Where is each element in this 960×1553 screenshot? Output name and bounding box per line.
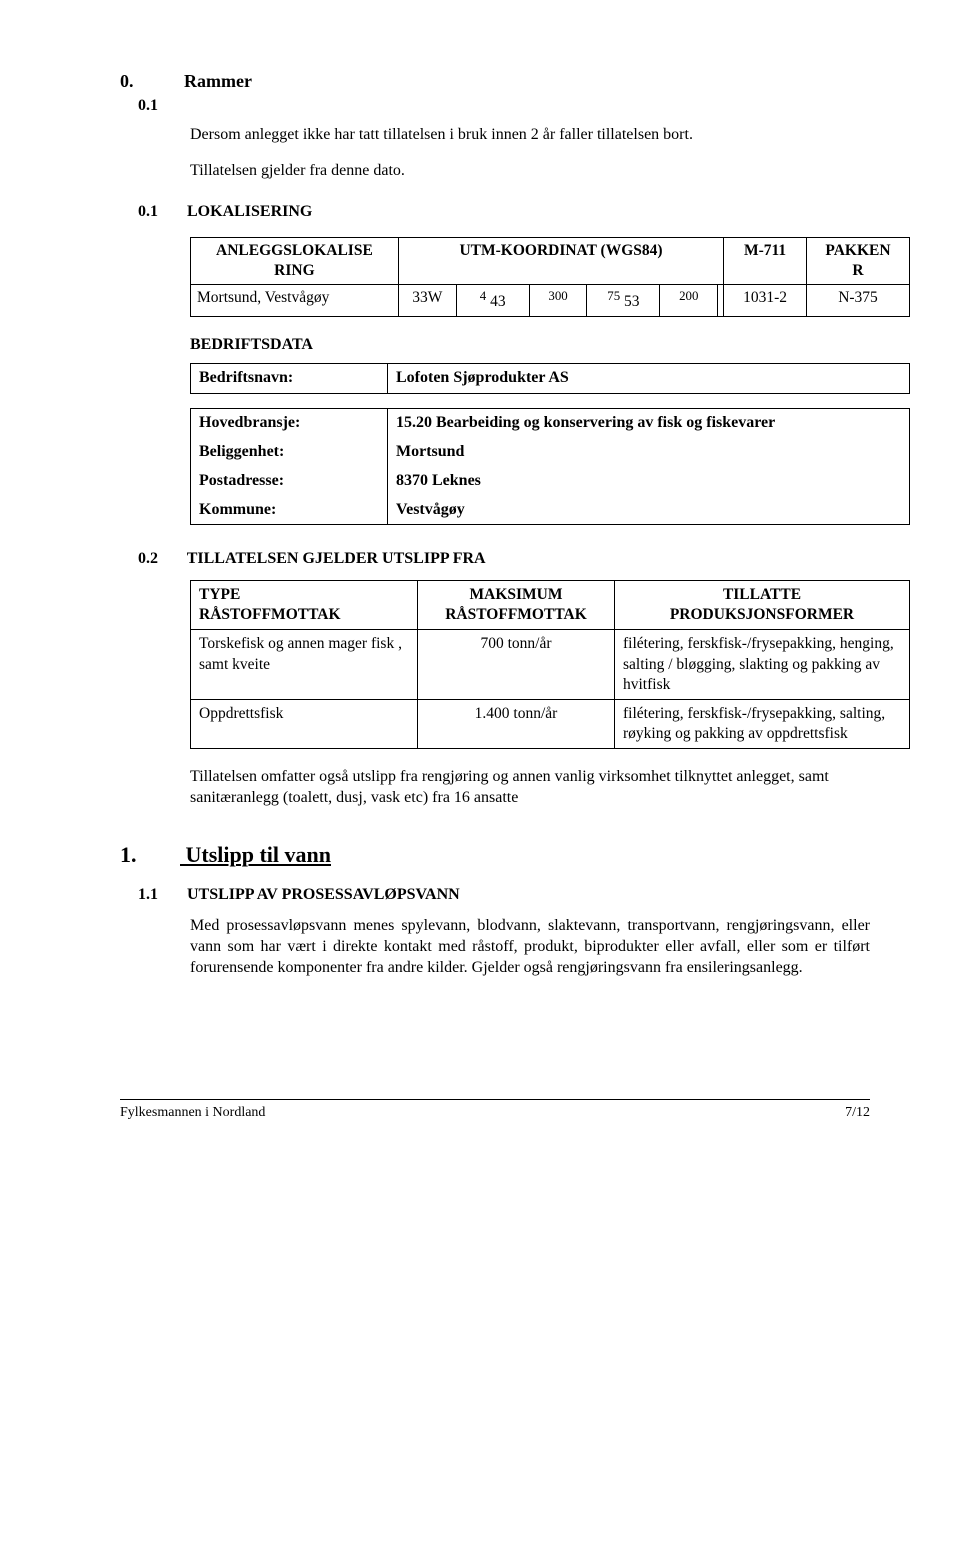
table-row: Oppdrettsfisk 1.400 tonn/år filétering, … [191,699,910,748]
section-1-number: 1. [120,841,180,870]
value-kommune: Vestvågøy [388,496,910,525]
sup-e1: 4 [480,288,486,303]
sub-0-2-title: TILLATELSEN GJELDER UTSLIPP FRA [187,550,486,567]
cell-location: Mortsund, Vestvågøy [191,285,399,316]
section-0-title: Rammer [184,71,252,91]
bedriftsdata-table: Bedriftsnavn: Lofoten Sjøprodukter AS [190,363,910,394]
para-0-1: Dersom anlegget ikke har tatt tillatelse… [190,125,870,146]
val-n: 53 [624,293,640,310]
cell-e: 4 43 [456,285,529,316]
subsection-0-1-lokalisering: 0.1 LOKALISERING [120,202,870,223]
label-bedriftsnavn: Bedriftsnavn: [191,364,388,394]
cell-m711: 1031-2 [724,285,807,316]
section-1-title: Utslipp til vann [186,842,332,867]
table-row: Kommune: Vestvågøy [191,496,910,525]
value-postadresse: 8370 Leknes [388,467,910,496]
value-bedriftsnavn: Lofoten Sjøprodukter AS [388,364,910,394]
section-0-number: 0. [120,70,180,93]
th-m711: M-711 [724,237,807,284]
val-e: 43 [490,293,506,310]
sub-1-1-title: UTSLIPP AV PROSESSAVLØPSVANN [187,886,460,903]
subsection-0-1-number: 0.1 [138,96,183,117]
table-row: Postadresse: 8370 Leknes [191,467,910,496]
th-pakke: PAKKEN R [807,237,910,284]
th-utm: UTM-KOORDINAT (WGS84) [398,237,723,284]
label-beliggenhet: Beliggenhet: [191,438,388,467]
utslipp-table: TYPE RÅSTOFFMOTTAK MAKSIMUM RÅSTOFFMOTTA… [190,580,910,749]
th-anlegg: ANLEGGSLOKALISE RING [191,237,399,284]
th-type: TYPE RÅSTOFFMOTTAK [191,581,418,630]
table-row: Hovedbransje: 15.20 Bearbeiding og konse… [191,409,910,438]
sup-e2: 300 [548,288,567,303]
cell-maks-1: 1.400 tonn/år [418,699,615,748]
table-row: ANLEGGSLOKALISE RING UTM-KOORDINAT (WGS8… [191,237,910,284]
label-hovedbransje: Hovedbransje: [191,409,388,438]
footer-page-number: 7/12 [845,1104,870,1122]
cell-zone: 33W [398,285,456,316]
table-row: Mortsund, Vestvågøy 33W 4 43 300 75 53 2… [191,285,910,316]
sub-0-2-num: 0.2 [138,549,183,570]
cell-pakke: N-375 [807,285,910,316]
th-maks: MAKSIMUM RÅSTOFFMOTTAK [418,581,615,630]
table-row: TYPE RÅSTOFFMOTTAK MAKSIMUM RÅSTOFFMOTTA… [191,581,910,630]
cell-type-0: Torskefisk og annen mager fisk , samt kv… [191,630,418,699]
sub-1-1-num: 1.1 [138,885,183,906]
cell-maks-0: 700 tonn/år [418,630,615,699]
value-beliggenhet: Mortsund [388,438,910,467]
sub-0-1-title: LOKALISERING [187,203,312,220]
para-0-3: Tillatelsen omfatter også utslipp fra re… [190,767,870,809]
cell-type-1: Oppdrettsfisk [191,699,418,748]
cell-n: 75 53 [587,285,660,316]
table-row: Bedriftsnavn: Lofoten Sjøprodukter AS [191,364,910,394]
page-footer: Fylkesmannen i Nordland 7/12 [120,1099,870,1122]
th-forms: TILLATTE PRODUKSJONSFORMER [615,581,910,630]
footer-left: Fylkesmannen i Nordland [120,1104,845,1122]
lokalisering-table: ANLEGGSLOKALISE RING UTM-KOORDINAT (WGS8… [190,237,910,317]
para-1-1: Med prosessavløpsvann menes spylevann, b… [190,916,870,978]
section-0-header: 0. Rammer [120,70,870,94]
table-row: Torskefisk og annen mager fisk , samt kv… [191,630,910,699]
table-row: Beliggenhet: Mortsund [191,438,910,467]
subsection-0-2: 0.2 TILLATELSEN GJELDER UTSLIPP FRA [138,549,870,570]
bedrift-details-table: Hovedbransje: 15.20 Bearbeiding og konse… [190,408,910,525]
bedriftsdata-heading: BEDRIFTSDATA [190,335,870,356]
subsection-0-1-number-line: 0.1 [120,96,870,117]
section-1-header: 1. Utslipp til vann [120,841,870,870]
label-postadresse: Postadresse: [191,467,388,496]
cell-forms-1: filétering, ferskfisk-/frysepakking, sal… [615,699,910,748]
sup-n1: 75 [607,288,620,303]
subsection-1-1: 1.1 UTSLIPP AV PROSESSAVLØPSVANN [138,885,870,906]
label-kommune: Kommune: [191,496,388,525]
para-0-2: Tillatelsen gjelder fra denne dato. [190,161,870,182]
value-hovedbransje: 15.20 Bearbeiding og konservering av fis… [388,409,910,438]
sub-0-1-num: 0.1 [138,202,183,223]
sup-n2: 200 [679,288,698,303]
cell-forms-0: filétering, ferskfisk-/frysepakking, hen… [615,630,910,699]
